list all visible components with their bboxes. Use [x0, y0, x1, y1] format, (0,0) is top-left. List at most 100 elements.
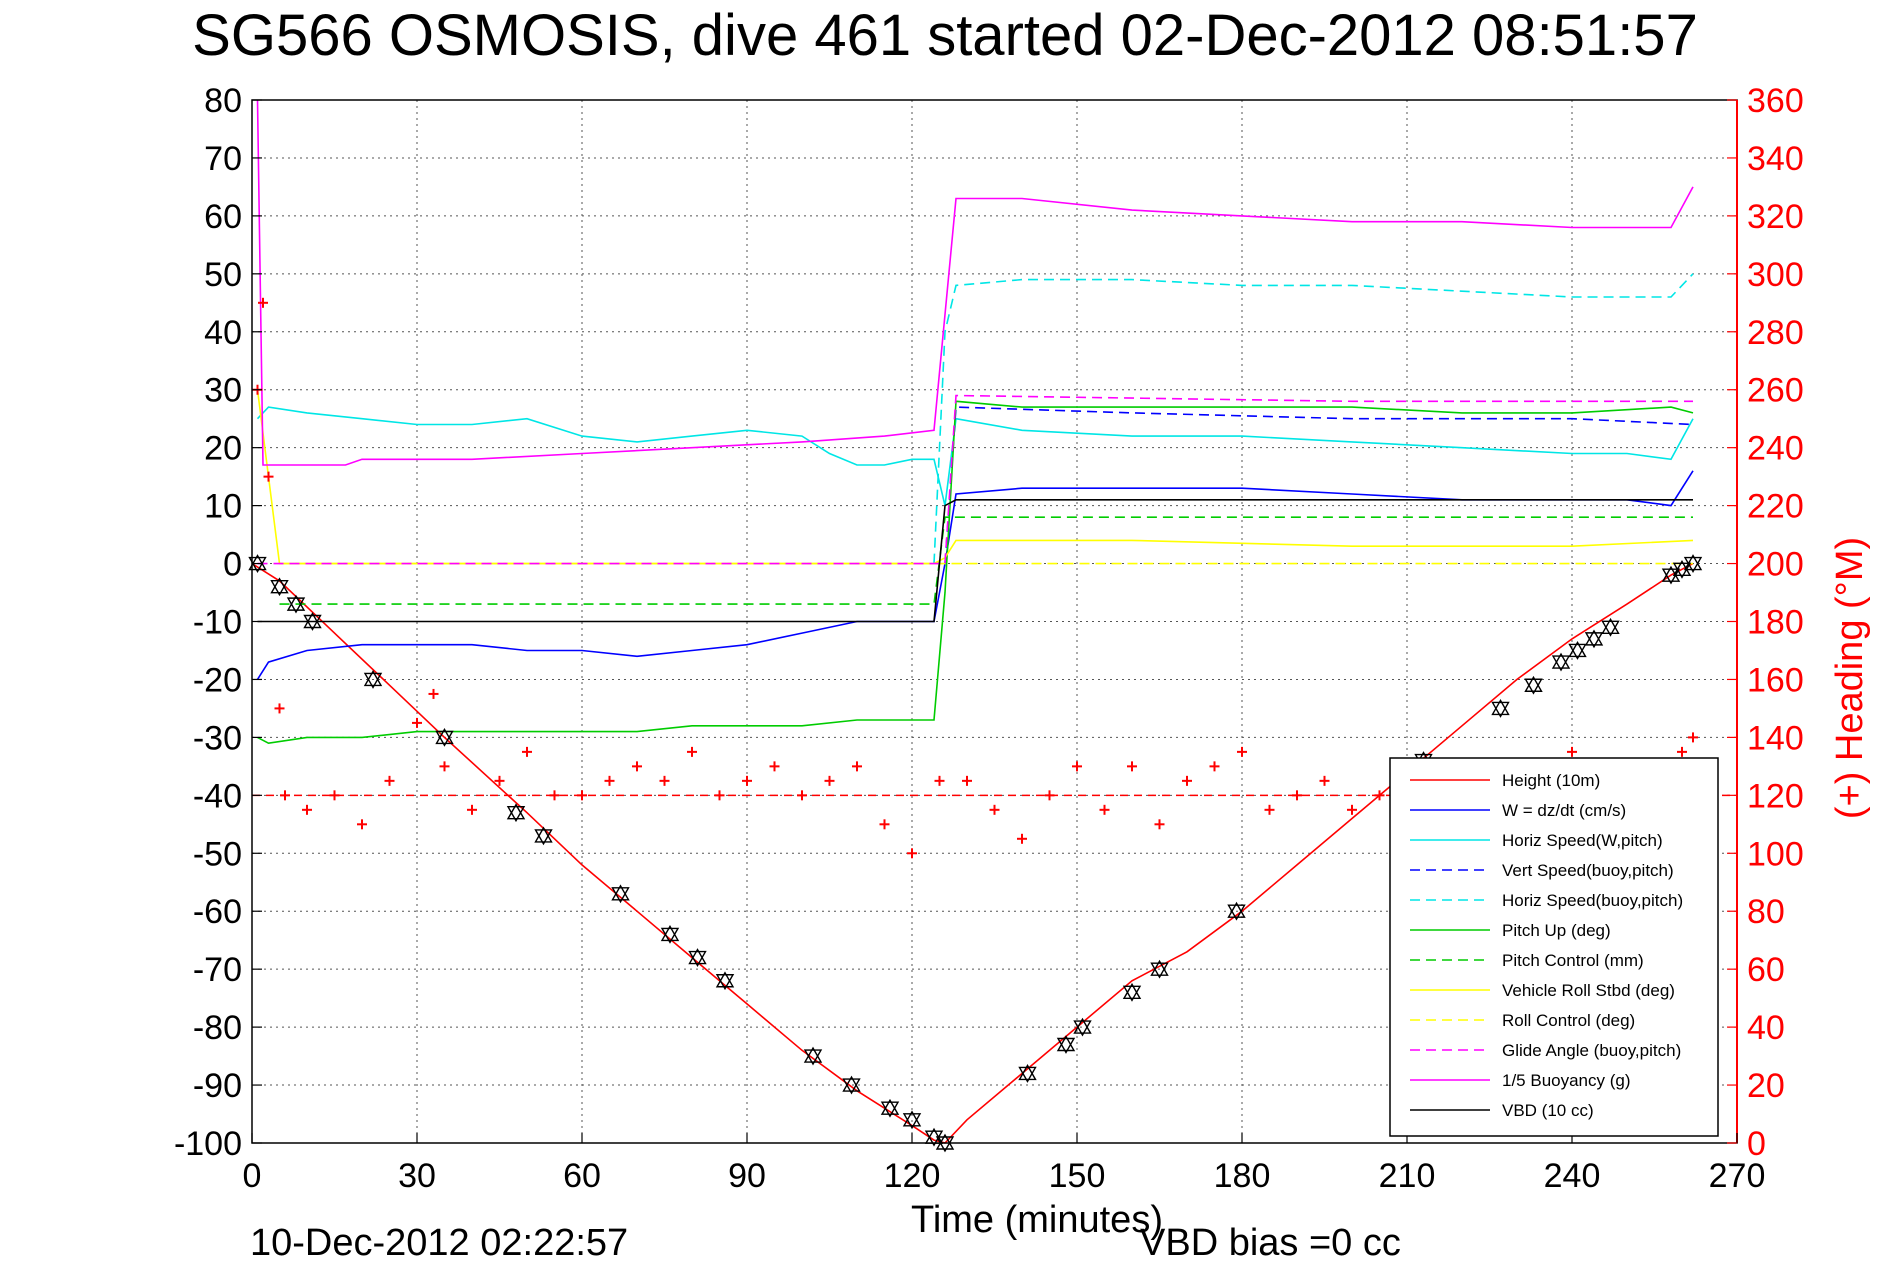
heading-point	[263, 471, 274, 482]
heading-point	[1237, 746, 1247, 757]
legend-label: Height (10m)	[1502, 771, 1600, 790]
height-marker	[248, 554, 267, 573]
legend-label: VBD (10 cc)	[1502, 1101, 1594, 1120]
heading-point	[1099, 804, 1110, 815]
y-right-tick-label: 80	[1747, 893, 1785, 931]
height-marker	[303, 612, 322, 631]
height-marker	[880, 1098, 900, 1118]
x-axis-label: Time (minutes)	[911, 1199, 1163, 1241]
y-tick-label: 30	[204, 372, 242, 410]
y-tick-label: -30	[193, 719, 242, 757]
heading-point	[852, 761, 862, 772]
heading-point	[962, 775, 972, 786]
heading-point	[384, 775, 395, 786]
heading-point	[1154, 819, 1165, 830]
heading-point	[687, 746, 697, 757]
y-tick-label: 20	[204, 430, 242, 468]
heading-point	[439, 761, 450, 772]
heading-point	[577, 790, 587, 801]
series-1-5-buoyancy-g	[256, 99, 1694, 466]
height-marker	[1524, 675, 1543, 695]
y-tick-label: 40	[204, 314, 242, 352]
heading-point	[1182, 775, 1192, 786]
heading-point	[1347, 804, 1357, 815]
series-pitch-control-mm	[279, 516, 1693, 605]
height-marker	[842, 1075, 861, 1095]
heading-point	[714, 790, 725, 801]
y-right-tick-label: 0	[1747, 1125, 1766, 1163]
y-tick-label: 60	[204, 198, 242, 236]
x-tick-label: 270	[1709, 1157, 1766, 1195]
heading-point	[428, 688, 439, 699]
heading-point	[412, 717, 422, 728]
heading-point	[1677, 746, 1687, 757]
heading-point	[467, 804, 477, 815]
legend-label: Horiz Speed(W,pitch)	[1502, 831, 1663, 850]
height-marker	[534, 826, 553, 846]
heading-point	[494, 775, 505, 786]
height-marker	[270, 577, 289, 597]
footer-vbd-bias: VBD bias =0 cc	[1140, 1222, 1401, 1262]
heading-point	[989, 804, 1000, 815]
y-right-tick-label: 120	[1747, 777, 1804, 815]
series-w-dz-dt-cm-s	[256, 470, 1694, 680]
y-right-tick-label: 140	[1747, 719, 1804, 757]
heading-point	[742, 775, 752, 786]
y-right-tick-label: 200	[1747, 546, 1804, 584]
y-right-tick-label: 260	[1747, 372, 1804, 410]
y-tick-label: 80	[204, 82, 242, 120]
height-marker	[506, 803, 526, 823]
y-axis-right-ticks: 3603403203002802602402202001801601401201…	[1727, 82, 1804, 1163]
y-right-tick-label: 220	[1747, 488, 1804, 526]
height-marker	[1227, 901, 1246, 921]
heading-point	[1688, 732, 1698, 743]
heading-point	[769, 761, 780, 772]
height-marker	[660, 924, 680, 944]
height-marker	[1683, 554, 1703, 573]
legend-label: 1/5 Buoyancy (g)	[1502, 1071, 1631, 1090]
y-tick-label: -60	[193, 893, 242, 931]
legend-label: Pitch Control (mm)	[1502, 951, 1644, 970]
heading-point	[1292, 790, 1302, 801]
y-right-tick-label: 40	[1747, 1009, 1785, 1047]
y-tick-label: -80	[193, 1009, 242, 1047]
legend-label: Pitch Up (deg)	[1502, 921, 1611, 940]
y-tick-label: -40	[193, 777, 242, 815]
heading-point	[302, 804, 312, 815]
y-right-tick-label: 180	[1747, 604, 1804, 642]
legend-label: Vehicle Roll Stbd (deg)	[1502, 981, 1675, 1000]
heading-point	[274, 703, 285, 714]
heading-point	[1374, 790, 1385, 801]
series-vehicle-roll-stbd-deg	[256, 389, 1694, 565]
y-right-tick-label: 240	[1747, 430, 1804, 468]
heading-point	[934, 775, 945, 786]
y-tick-label: -90	[193, 1067, 242, 1105]
heading-point	[1072, 761, 1082, 772]
y-axis-left-ticks: 80 70 60 50 40 30 20 10 0 -10 -20 -30 -40 -50 -60 -70 -8…	[174, 82, 262, 1163]
series-horiz-speed-w-pitch	[256, 406, 1694, 506]
y-right-tick-label: 160	[1747, 661, 1804, 699]
legend-label: Roll Control (deg)	[1502, 1011, 1635, 1030]
heading-point	[1127, 761, 1137, 772]
y-right-tick-label: 320	[1747, 198, 1804, 236]
height-marker	[1073, 1017, 1092, 1037]
height-marker	[1601, 617, 1620, 637]
y-tick-label: -50	[193, 835, 242, 873]
y-tick-label: -20	[193, 661, 242, 699]
x-axis-ticks: 0 30 60 90 120 150 180 210 240 270	[243, 1133, 1766, 1195]
height-marker	[1122, 982, 1142, 1002]
height-marker	[715, 971, 735, 991]
series-vbd-10-cc	[257, 498, 1693, 623]
x-tick-label: 0	[243, 1157, 262, 1195]
x-tick-label: 180	[1214, 1157, 1271, 1195]
heading-point	[797, 790, 807, 801]
y-tick-label: -70	[193, 951, 242, 989]
height-marker	[935, 1133, 955, 1153]
height-marker	[286, 594, 306, 614]
height-marker	[1491, 699, 1510, 718]
y-axis-right-label: (+) Heading (°M)	[1829, 537, 1871, 819]
heading-point	[1319, 775, 1330, 786]
x-tick-label: 210	[1379, 1157, 1436, 1195]
legend-label: W = dz/dt (cm/s)	[1502, 801, 1626, 820]
height-marker	[688, 948, 707, 967]
